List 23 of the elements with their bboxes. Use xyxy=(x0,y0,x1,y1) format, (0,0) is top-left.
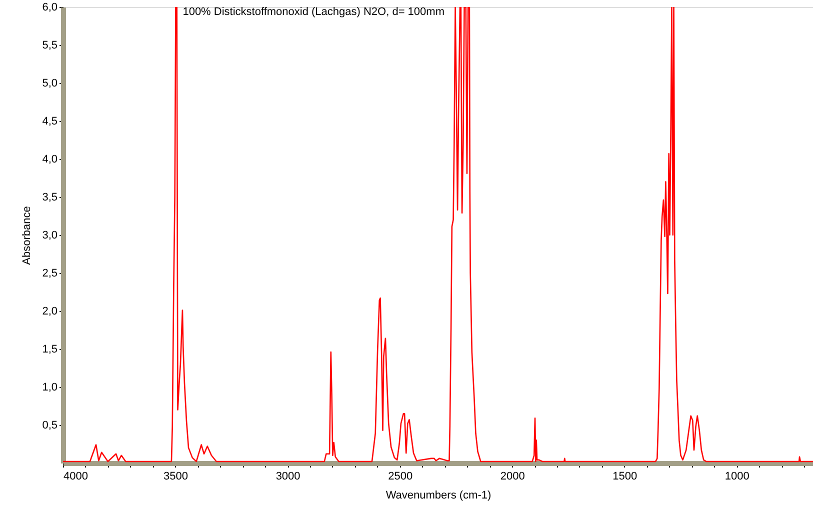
y-tick-label: 2,0 xyxy=(42,306,58,318)
x-tick-label: 2000 xyxy=(500,470,525,482)
y-tick-label: 5,0 xyxy=(42,78,58,90)
y-tick-label: 3,5 xyxy=(42,192,58,204)
x-tick-label: 1500 xyxy=(612,470,638,482)
y-tick-label: 5,5 xyxy=(42,40,58,52)
y-tick-label: 3,0 xyxy=(42,230,58,242)
x-tick-label: 3000 xyxy=(276,470,300,482)
y-tick-label: 2,5 xyxy=(42,268,58,280)
line-series xyxy=(63,7,813,462)
y-tick-label: 0,5 xyxy=(42,420,58,432)
x-tick-label: 2500 xyxy=(388,470,413,482)
y-tick-label: 4,5 xyxy=(42,116,58,128)
y-tick-label: 1,0 xyxy=(42,382,58,394)
x-axis-title: Wavenumbers (cm-1) xyxy=(386,490,492,502)
y-axis-title: Absorbance xyxy=(21,206,34,265)
x-tick-label: 4000 xyxy=(64,470,88,482)
x-tick-label: 1000 xyxy=(724,470,750,482)
x-tick-label: 3500 xyxy=(164,470,188,482)
y-tick-label: 4,0 xyxy=(42,154,58,166)
y-tick-label: 6,0 xyxy=(42,2,58,14)
chart-title: 100% Distickstoffmonoxid (Lachgas) N2O, d= 100mm xyxy=(182,6,444,18)
y-tick-label: 1,5 xyxy=(42,344,58,356)
